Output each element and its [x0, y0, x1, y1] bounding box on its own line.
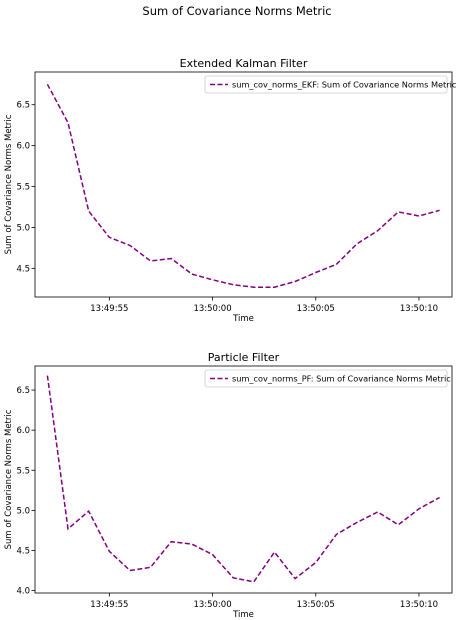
data-point: [398, 524, 399, 525]
data-point: [377, 511, 378, 512]
data-point: [439, 210, 440, 211]
data-point: [129, 570, 130, 571]
data-point: [295, 578, 296, 579]
y-tick-label: 6.0: [16, 426, 30, 436]
legend-label: sum_cov_norms_PF: Sum of Covariance Norm…: [232, 374, 451, 384]
data-point: [47, 375, 48, 376]
data-point: [336, 534, 337, 535]
y-tick-label: 5.0: [16, 223, 30, 233]
legend-box: [204, 75, 448, 94]
x-tick-label: 13:50:00: [193, 304, 231, 314]
y-tick-label: 6.5: [16, 386, 30, 396]
legend-box: [204, 369, 448, 388]
data-point: [67, 528, 68, 529]
data-point: [274, 287, 275, 288]
x-tick-label: 13:50:10: [400, 600, 438, 610]
x-tick-label: 13:50:10: [400, 304, 438, 314]
data-point: [253, 581, 254, 582]
data-point: [315, 562, 316, 563]
data-point: [88, 211, 89, 212]
x-tick-label: 13:50:05: [297, 304, 335, 314]
x-axis-label: Time: [232, 314, 254, 324]
data-point: [212, 279, 213, 280]
x-tick-label: 13:50:05: [297, 600, 335, 610]
data-point: [67, 122, 68, 123]
data-point: [109, 551, 110, 552]
legend-label: sum_cov_norms_EKF: Sum of Covariance Nor…: [232, 80, 456, 90]
data-point: [336, 264, 337, 265]
data-point: [295, 281, 296, 282]
data-point: [233, 284, 234, 285]
y-tick-label: 6.0: [16, 142, 30, 152]
data-point: [274, 552, 275, 553]
data-point: [398, 211, 399, 212]
data-point: [356, 243, 357, 244]
data-point: [150, 567, 151, 568]
data-point: [129, 245, 130, 246]
y-tick-label: 5.5: [16, 466, 30, 476]
plot-frame: [34, 71, 453, 298]
data-point: [418, 508, 419, 509]
y-tick-label: 5.0: [16, 506, 30, 516]
data-point: [191, 544, 192, 545]
y-axis-label: Sum of Covariance Norms Metric: [4, 409, 14, 549]
series-line-0: [46, 375, 440, 583]
data-point: [356, 522, 357, 523]
y-tick-label: 4.5: [16, 546, 30, 556]
chart-title: Extended Kalman Filter: [180, 57, 308, 70]
data-point: [47, 84, 48, 85]
y-tick-label: 6.5: [16, 101, 30, 111]
y-tick-label: 4.0: [16, 587, 30, 597]
x-axis-label: Time: [232, 610, 254, 620]
data-point: [315, 272, 316, 273]
x-tick-label: 13:49:55: [90, 304, 128, 314]
chart-title: Particle Filter: [208, 351, 280, 364]
figure-suptitle: Sum of Covariance Norms Metric: [142, 4, 331, 18]
data-point: [171, 258, 172, 259]
ekf-chart: Extended Kalman Filter 13:49:55 13:50:00 13…: [4, 57, 456, 324]
data-point: [233, 577, 234, 578]
series-line-0: [46, 83, 440, 288]
y-tick-label: 4.5: [16, 264, 30, 274]
data-point: [88, 511, 89, 512]
data-point: [191, 274, 192, 275]
legend: sum_cov_norms_PF: Sum of Covariance Norm…: [204, 369, 451, 388]
data-point: [109, 237, 110, 238]
data-point: [212, 554, 213, 555]
x-tick-label: 13:50:00: [193, 600, 231, 610]
data-point: [253, 287, 254, 288]
x-tick-label: 13:49:55: [90, 600, 128, 610]
plot-frame: [34, 365, 453, 594]
data-point: [418, 215, 419, 216]
data-point: [150, 260, 151, 261]
data-point: [439, 497, 440, 498]
y-axis-label: Sum of Covariance Norms Metric: [4, 114, 14, 254]
legend: sum_cov_norms_EKF: Sum of Covariance Nor…: [204, 75, 456, 94]
y-tick-label: 5.5: [16, 183, 30, 193]
data-point: [171, 541, 172, 542]
pf-chart: Particle Filter 13:49:55 13:50:00 13:50:05 1…: [4, 351, 453, 620]
data-point: [377, 230, 378, 231]
